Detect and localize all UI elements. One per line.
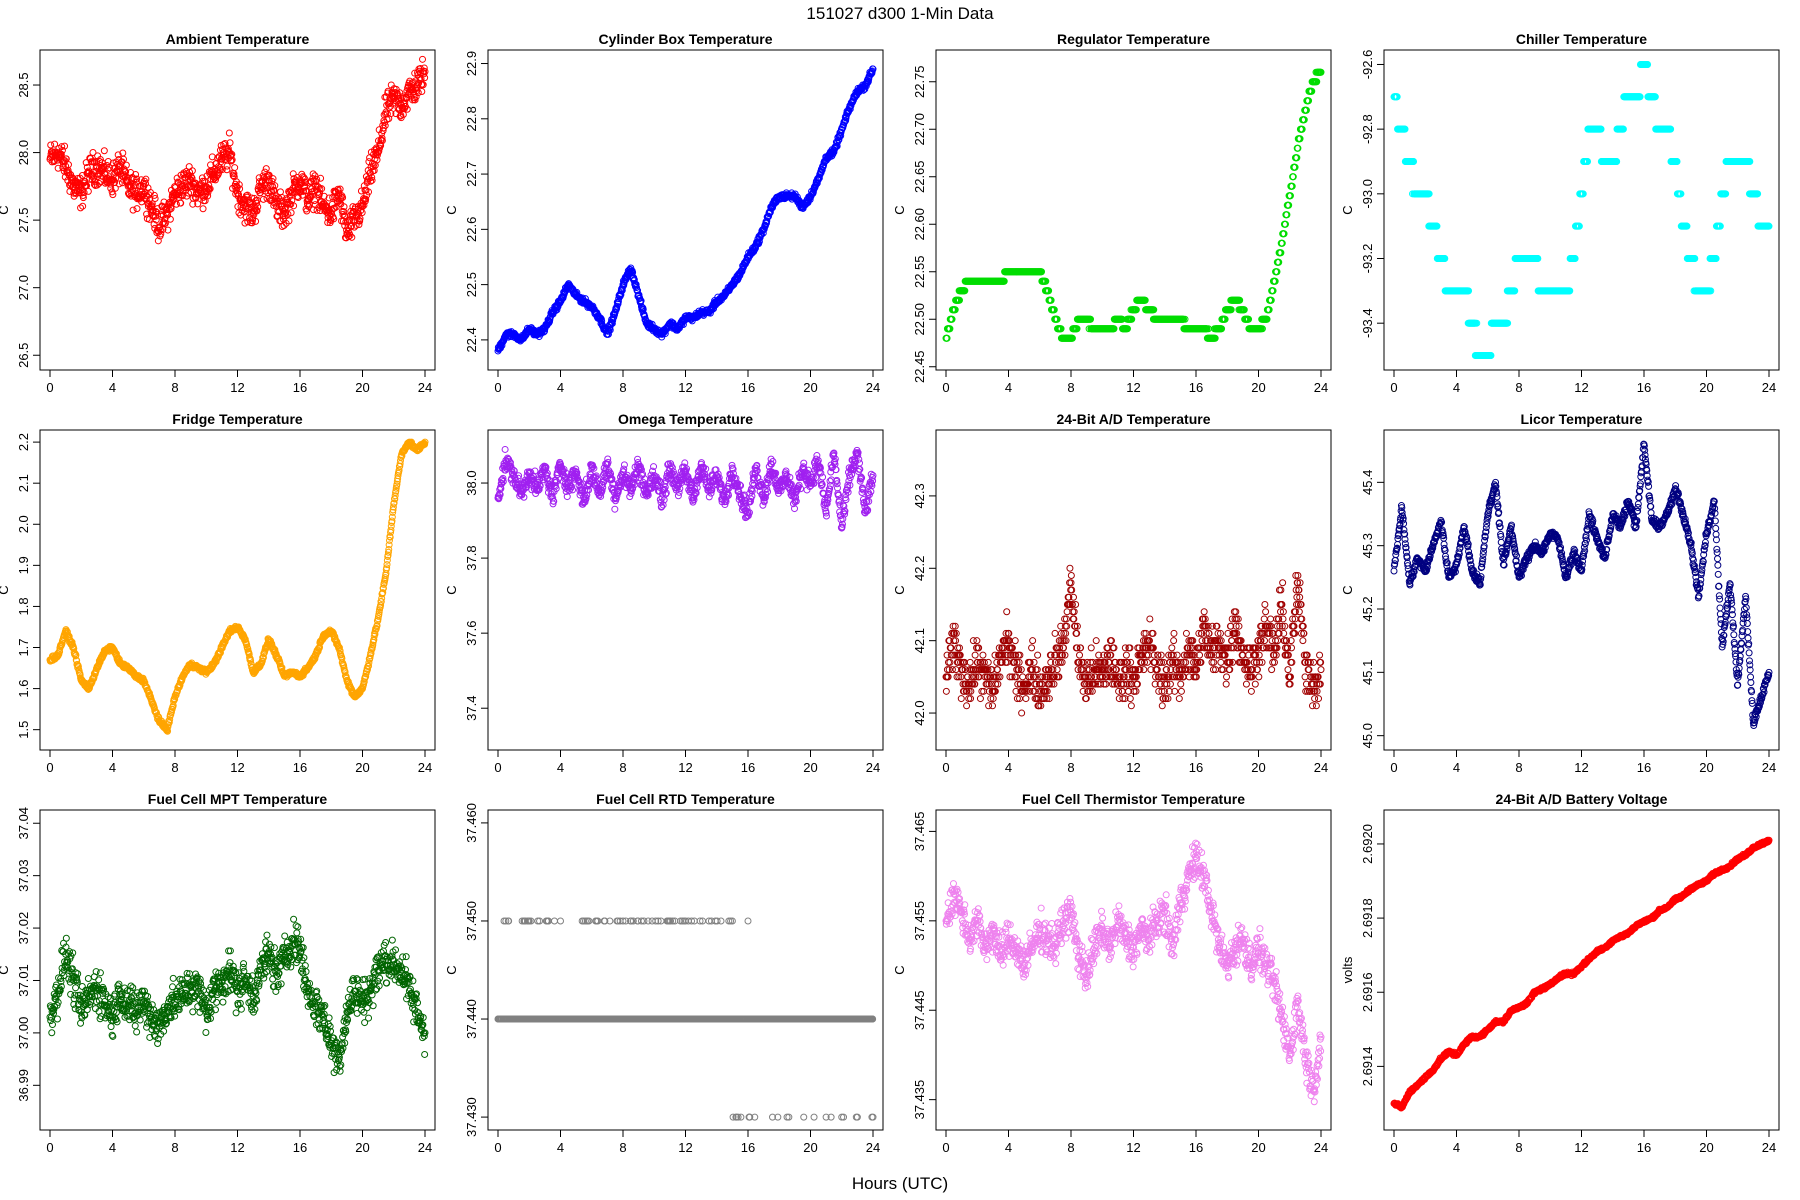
y-tick-label: 22.6	[464, 217, 479, 242]
y-tick-label: 22.75	[912, 65, 927, 98]
series-points	[495, 66, 876, 354]
x-tick-label: 0	[942, 380, 949, 395]
series-points	[943, 69, 1324, 341]
x-tick-label: 16	[1189, 380, 1203, 395]
x-tick-label: 12	[678, 380, 692, 395]
data-point	[130, 207, 136, 213]
data-point	[226, 130, 232, 136]
data-point	[277, 189, 283, 195]
y-tick-label: 22.55	[912, 255, 927, 288]
x-tick-label: 8	[619, 380, 626, 395]
data-point	[186, 164, 192, 170]
data-point	[178, 200, 184, 206]
y-tick-label: 28.5	[16, 72, 31, 97]
data-point	[101, 148, 107, 154]
x-tick-label: 0	[494, 380, 501, 395]
y-tick-label: 22.60	[912, 208, 927, 241]
panel-3: Regulator Temperature C 0 4 8 12 16 20 24 22.45 22…	[892, 31, 1331, 395]
x-tick-label: 24	[866, 380, 880, 395]
panel-title: Regulator Temperature	[1057, 31, 1210, 47]
x-tick-label: 12	[230, 380, 244, 395]
data-point	[146, 216, 152, 222]
y-axis-label: C	[444, 205, 459, 214]
data-point	[200, 206, 206, 212]
y-tick-label: 22.7	[464, 161, 479, 186]
y-tick-label: 22.45	[912, 350, 927, 383]
y-tick-label: 27.5	[16, 207, 31, 232]
y-tick-label: 22.70	[912, 113, 927, 146]
x-tick-label: 24	[418, 380, 432, 395]
y-tick-label: 27.0	[16, 275, 31, 300]
y-tick-label: 22.8	[464, 106, 479, 131]
chart-canvas: 151027 d300 1-Min Data Hours (UTC) Ambie…	[0, 0, 1800, 1200]
y-tick-label: 28.0	[16, 140, 31, 165]
y-tick-label: 26.5	[16, 343, 31, 368]
x-tick-label: 16	[293, 380, 307, 395]
figure-xlabel: Hours (UTC)	[852, 1174, 948, 1193]
data-point	[420, 56, 426, 62]
panel-2: Cylinder Box Temperature C 0 4 8 12 16 20 24 22.4…	[444, 31, 883, 395]
x-tick-label: 16	[741, 380, 755, 395]
x-tick-label: 0	[46, 380, 53, 395]
x-tick-label: 20	[355, 380, 369, 395]
figure-title: 151027 d300 1-Min Data	[806, 4, 994, 23]
y-tick-label: 22.50	[912, 303, 927, 336]
x-tick-label: 8	[171, 380, 178, 395]
panel-title: Cylinder Box Temperature	[598, 31, 772, 47]
y-tick-label: 22.5	[464, 272, 479, 297]
panel-1: Ambient Temperature C 0 4 8 12 16 20 24 26.5 27.0 2…	[0, 31, 435, 395]
x-tick-label: 4	[109, 380, 116, 395]
data-point	[263, 166, 269, 172]
x-tick-label: 20	[1251, 380, 1265, 395]
data-point	[232, 165, 238, 171]
x-tick-label: 24	[1314, 380, 1328, 395]
y-tick-label: 22.4	[464, 327, 479, 352]
x-tick-label: 20	[803, 380, 817, 395]
x-tick-label: 8	[1067, 380, 1074, 395]
data-point	[318, 175, 324, 181]
data-point	[224, 163, 230, 169]
data-point	[134, 206, 140, 212]
y-axis-label: C	[892, 205, 907, 214]
x-tick-label: 4	[1005, 380, 1012, 395]
y-tick-label: 22.65	[912, 160, 927, 193]
y-axis-label: C	[0, 205, 11, 214]
panels-group: Ambient Temperature C 0 4 8 12 16 20 24 26.5 27.0 2…	[0, 31, 1779, 1155]
x-tick-label: 4	[557, 380, 564, 395]
panel-title: Ambient Temperature	[166, 31, 310, 47]
x-tick-label: 12	[1126, 380, 1140, 395]
y-tick-label: 22.9	[464, 51, 479, 76]
series-points	[47, 56, 428, 243]
